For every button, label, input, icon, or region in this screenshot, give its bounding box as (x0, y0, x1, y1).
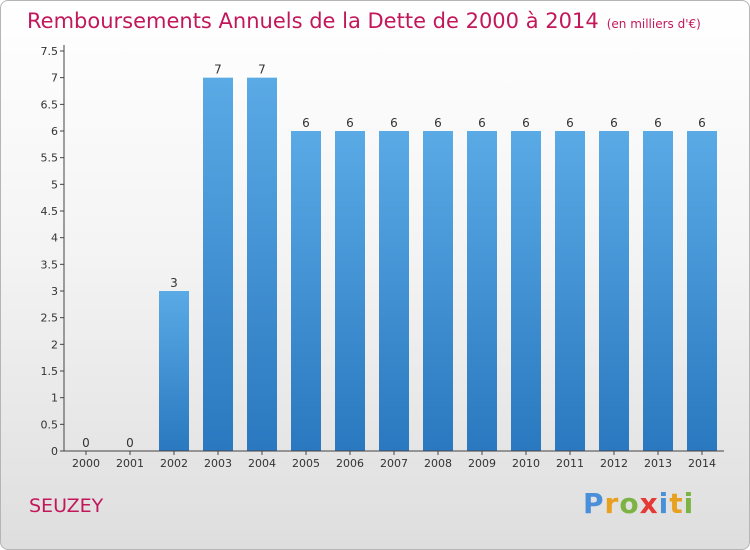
bar-2010 (511, 131, 541, 451)
x-tick-label-2000: 2000 (72, 457, 100, 470)
bar-2011 (555, 131, 585, 451)
y-tick-label-3.5: 3.5 (41, 258, 59, 271)
bar-2007 (379, 131, 409, 451)
logo-letter: i (683, 487, 695, 520)
x-tick-label-2008: 2008 (424, 457, 452, 470)
data-label-2004: 7 (258, 63, 266, 77)
chart-title: Remboursements Annuels de la Dette de 20… (27, 9, 701, 33)
x-tick-label-2013: 2013 (644, 457, 672, 470)
chart-title-text: Remboursements Annuels de la Dette de 20… (27, 9, 599, 33)
commune-name: SEUZEY (29, 495, 104, 517)
y-tick-label-0: 0 (51, 445, 58, 458)
logo-letter: x (639, 487, 659, 520)
data-label-2000: 0 (82, 436, 90, 450)
data-label-2011: 6 (566, 116, 574, 130)
data-label-2014: 6 (698, 116, 706, 130)
x-tick-label-2006: 2006 (336, 457, 364, 470)
x-tick-label-2007: 2007 (380, 457, 408, 470)
bar-2009 (467, 131, 497, 451)
y-tick-label-1: 1 (51, 392, 58, 405)
x-tick-label-2005: 2005 (292, 457, 320, 470)
y-tick-label-3: 3 (51, 285, 58, 298)
proxiti-logo: Proxiti (583, 487, 694, 520)
data-label-2009: 6 (478, 116, 486, 130)
logo-letter: i (658, 487, 670, 520)
bar-2012 (599, 131, 629, 451)
bar-2014 (687, 131, 717, 451)
data-label-2010: 6 (522, 116, 530, 130)
x-tick-label-2001: 2001 (116, 457, 144, 470)
y-tick-label-2.5: 2.5 (41, 312, 59, 325)
x-tick-label-2004: 2004 (248, 457, 276, 470)
y-tick-label-4.5: 4.5 (41, 205, 59, 218)
x-tick-label-2012: 2012 (600, 457, 628, 470)
bar-2013 (643, 131, 673, 451)
y-tick-label-0.5: 0.5 (41, 418, 59, 431)
x-tick-label-2009: 2009 (468, 457, 496, 470)
x-tick-label-2010: 2010 (512, 457, 540, 470)
bar-2002 (159, 291, 189, 451)
y-tick-label-2: 2 (51, 338, 58, 351)
data-label-2001: 0 (126, 436, 134, 450)
logo-letter: t (669, 487, 684, 520)
y-tick-label-7: 7 (51, 72, 58, 85)
y-tick-label-5.5: 5.5 (41, 152, 59, 165)
logo-letter: P (583, 487, 605, 520)
y-tick-label-4: 4 (51, 232, 58, 245)
y-tick-label-5: 5 (51, 178, 58, 191)
data-label-2007: 6 (390, 116, 398, 130)
y-tick-label-1.5: 1.5 (41, 365, 59, 378)
data-label-2013: 6 (654, 116, 662, 130)
x-tick-label-2002: 2002 (160, 457, 188, 470)
logo-letter: o (619, 487, 640, 520)
x-tick-label-2003: 2003 (204, 457, 232, 470)
bar-2004 (247, 77, 277, 452)
data-label-2006: 6 (346, 116, 354, 130)
logo-letter: r (604, 487, 620, 520)
x-tick-label-2011: 2011 (556, 457, 584, 470)
bar-2003 (203, 77, 233, 452)
x-tick-label-2014: 2014 (688, 457, 716, 470)
data-label-2005: 6 (302, 116, 310, 130)
data-label-2012: 6 (610, 116, 618, 130)
data-label-2008: 6 (434, 116, 442, 130)
y-tick-label-6.5: 6.5 (41, 98, 59, 111)
chart-unit-text: (en milliers d'€) (606, 17, 701, 31)
bar-2008 (423, 131, 453, 451)
data-label-2002: 3 (170, 276, 178, 290)
bar-2005 (291, 131, 321, 451)
y-tick-label-7.5: 7.5 (41, 45, 59, 58)
bar-2006 (335, 131, 365, 451)
data-label-2003: 7 (214, 63, 222, 77)
y-tick-label-6: 6 (51, 125, 58, 138)
